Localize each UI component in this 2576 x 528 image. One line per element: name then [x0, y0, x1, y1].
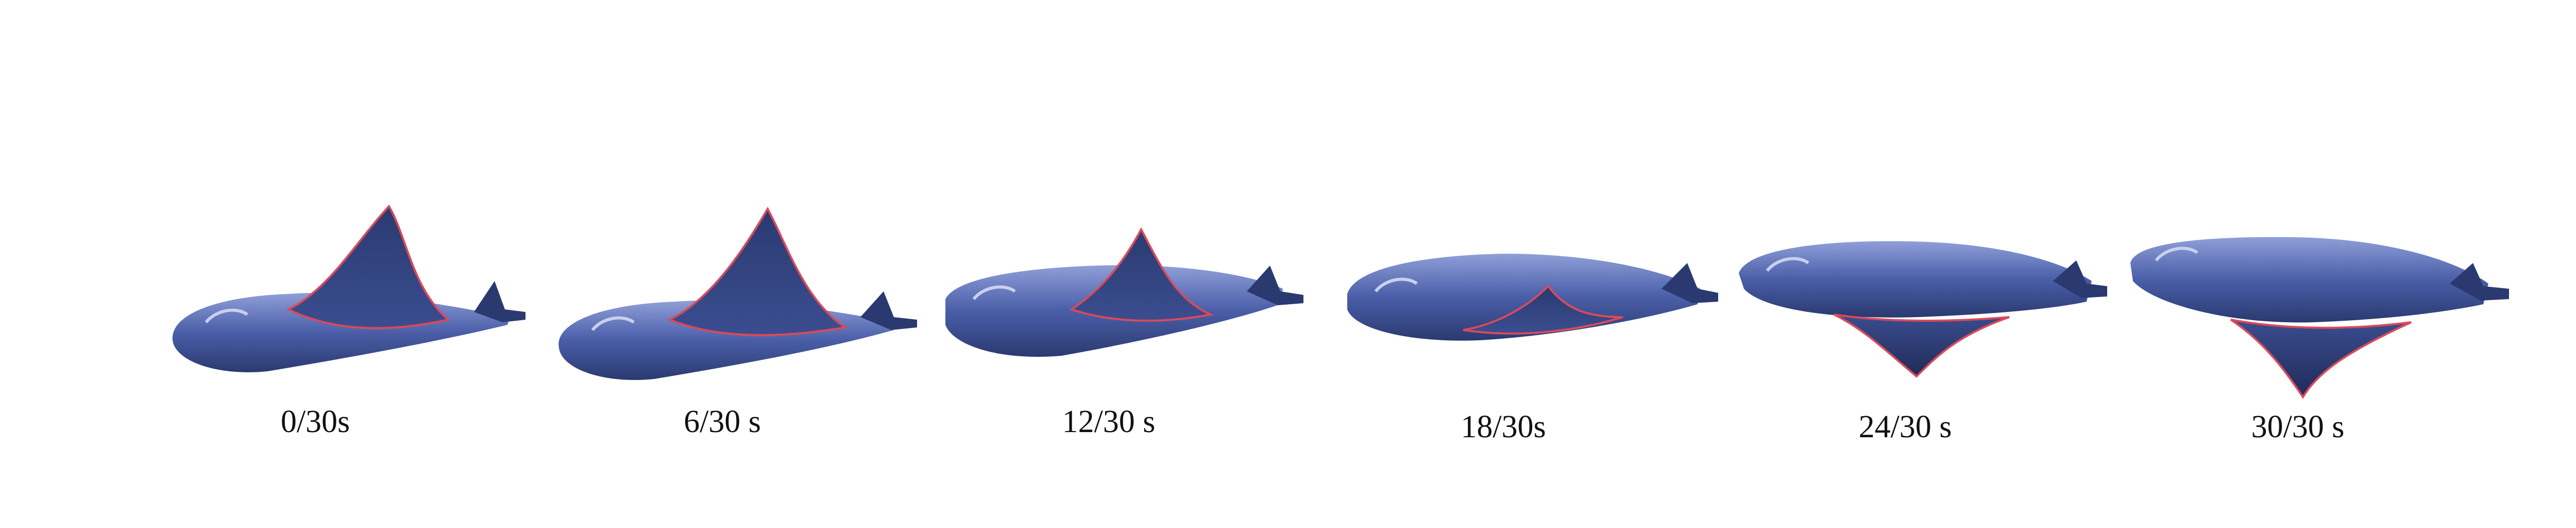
frame-2-label: 6/30 s — [684, 404, 761, 439]
frame-4: 18/30s — [1347, 254, 1718, 444]
stingray-model — [558, 206, 917, 380]
frame-5: 24/30 s — [1739, 241, 2107, 444]
stingray-model — [1739, 241, 2107, 378]
frame-1-label: 0/30s — [281, 404, 350, 439]
frame-2: 6/30 s — [558, 206, 917, 439]
frame-4-label: 18/30s — [1461, 409, 1546, 444]
stingray-model — [1347, 254, 1718, 341]
frame-6-label: 30/30 s — [2251, 409, 2345, 444]
stingray-model — [945, 227, 1303, 357]
frame-5-label: 24/30 s — [1859, 409, 1952, 444]
frame-1: 0/30s — [172, 204, 526, 439]
frame-6: 30/30 s — [2130, 237, 2509, 444]
stingray-model — [172, 204, 526, 372]
stingray-model — [2130, 237, 2509, 399]
frame-3: 12/30 s — [945, 227, 1303, 439]
frame-3-label: 12/30 s — [1062, 404, 1156, 439]
